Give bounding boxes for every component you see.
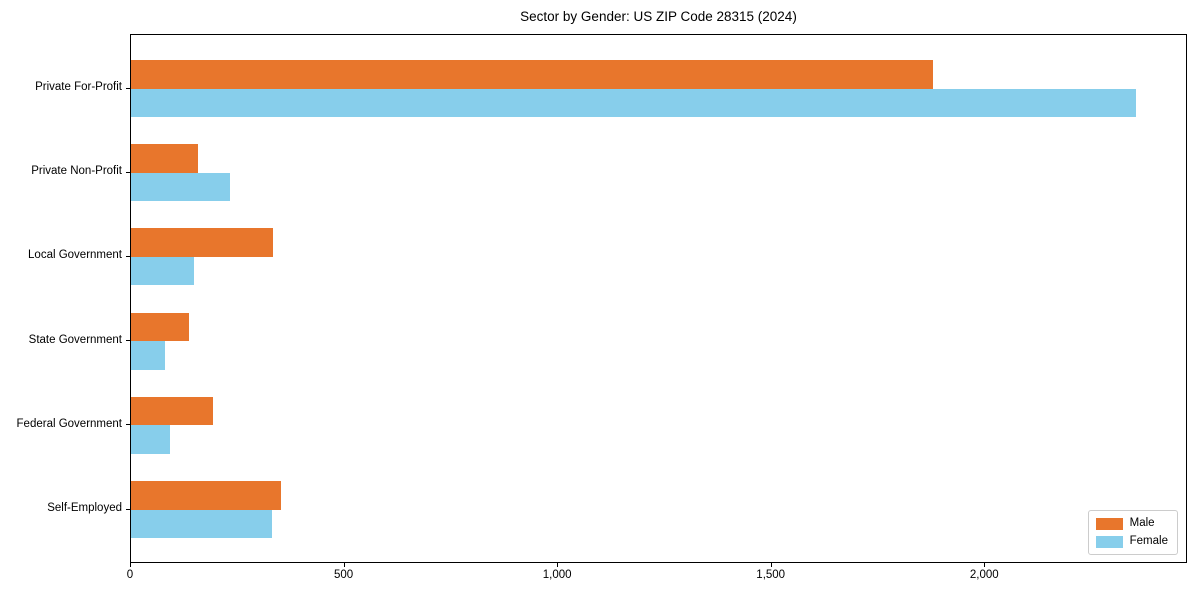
bar-female-local-government — [131, 256, 194, 286]
xtick-mark — [984, 563, 986, 567]
legend-label-male: Male — [1129, 517, 1155, 529]
bar-male-self-employed — [131, 481, 281, 510]
ytick-label-local-government: Local Government — [28, 249, 122, 262]
legend-entry-male: Male — [1095, 517, 1168, 530]
ytick-label-federal-government: Federal Government — [16, 417, 122, 430]
xtick-mark — [343, 563, 345, 567]
legend-label-female: Female — [1129, 535, 1168, 547]
legend-swatch-female — [1095, 535, 1123, 548]
bar-male-federal-government — [131, 396, 213, 426]
xtick-label-2000: 2,000 — [969, 569, 999, 581]
ytick-mark — [126, 340, 130, 342]
bar-male-local-government — [131, 228, 273, 257]
ytick-mark — [126, 171, 130, 173]
xtick-label-500: 500 — [333, 569, 354, 581]
xtick-label-1000: 1,000 — [542, 569, 572, 581]
ytick-label-private-for-profit: Private For-Profit — [35, 81, 122, 93]
xtick-label-1500: 1,500 — [756, 569, 786, 581]
xtick-mark — [130, 563, 131, 567]
legend: Male Female — [1087, 510, 1178, 555]
bar-female-self-employed — [131, 509, 272, 538]
bar-male-state-government — [131, 312, 190, 342]
legend-swatch-male — [1095, 517, 1123, 530]
bar-male-private-non-profit — [131, 144, 199, 173]
bar-female-federal-government — [131, 425, 170, 454]
plot-area: Male Female — [130, 34, 1187, 563]
bar-male-private-for-profit — [131, 60, 933, 89]
legend-entry-female: Female — [1095, 535, 1168, 548]
ytick-mark — [126, 424, 130, 426]
ytick-label-self-employed: Self-Employed — [47, 502, 122, 514]
ytick-label-private-non-profit: Private Non-Profit — [31, 165, 122, 178]
xtick-label-0: 0 — [126, 569, 134, 581]
ytick-mark — [126, 87, 130, 89]
bar-female-state-government — [131, 341, 166, 370]
chart-title: Sector by Gender: US ZIP Code 28315 (202… — [520, 9, 797, 24]
ytick-mark — [126, 508, 130, 510]
xtick-mark — [557, 563, 559, 567]
bar-female-private-non-profit — [131, 172, 230, 202]
xtick-mark — [770, 563, 772, 567]
ytick-mark — [126, 255, 130, 257]
bar-female-private-for-profit — [131, 88, 1136, 117]
ytick-label-state-government: State Government — [28, 333, 122, 346]
